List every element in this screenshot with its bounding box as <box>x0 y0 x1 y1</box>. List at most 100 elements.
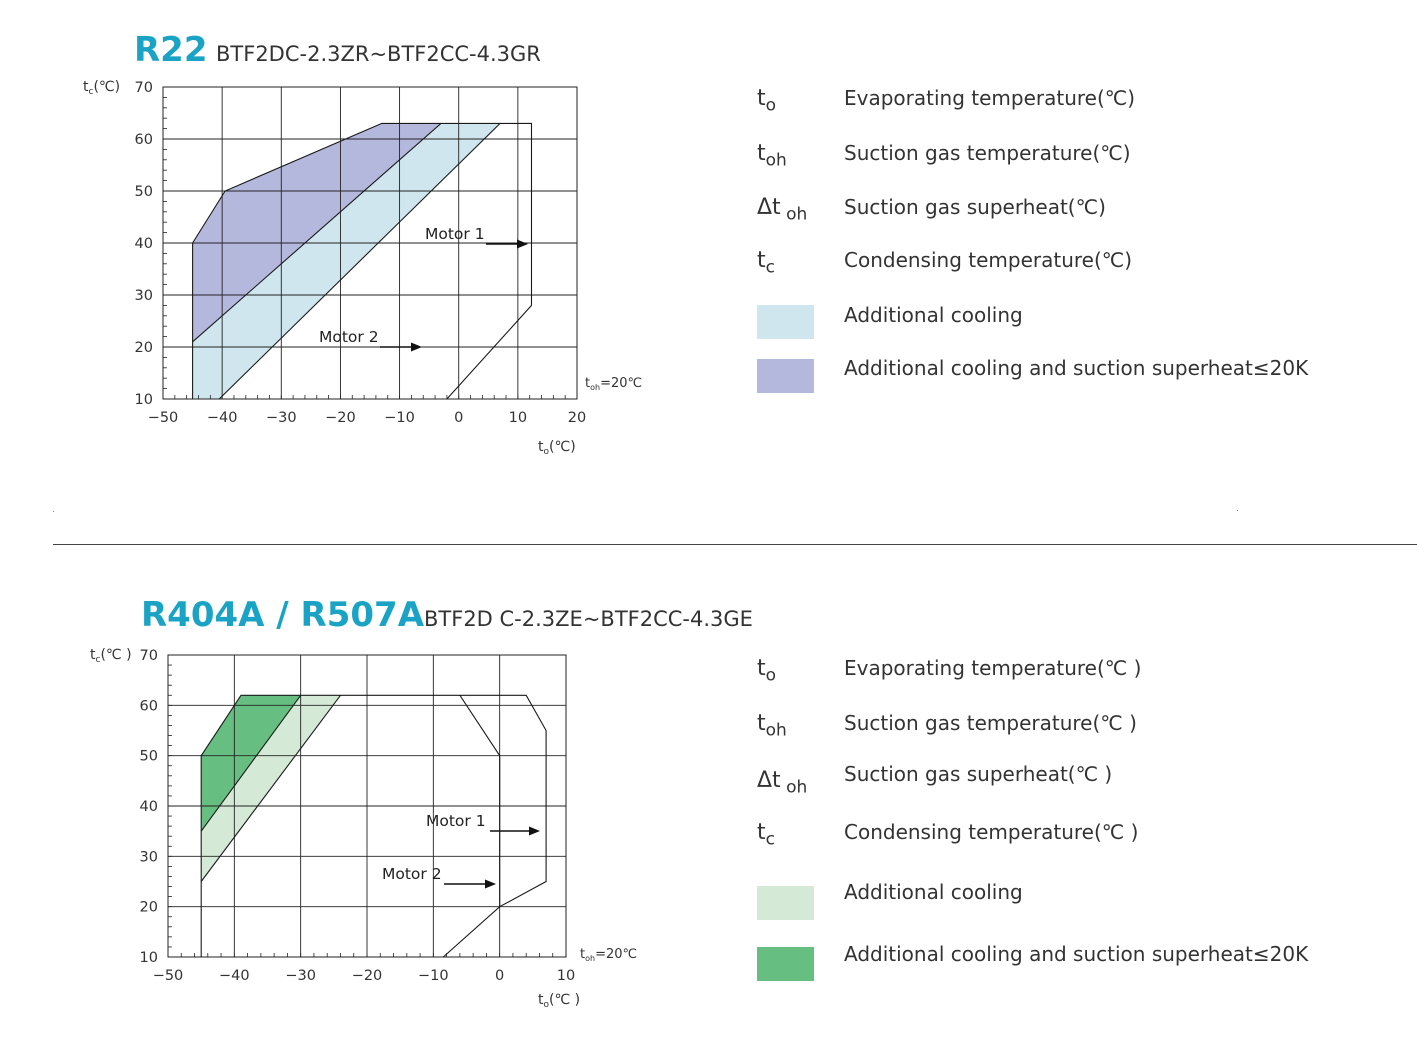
legend-symbol: toh <box>757 711 787 740</box>
legend-symbol: tc <box>757 820 775 849</box>
envelope-line <box>459 694 501 907</box>
motor2-arrow-head <box>411 342 422 352</box>
y-tick-label: 30 <box>140 849 158 865</box>
legend-symbol-sub: oh <box>780 777 808 798</box>
x-tick-label: −10 <box>418 968 449 984</box>
legend-symbol-sub: oh <box>765 150 787 171</box>
y-tick-label: 50 <box>140 749 158 765</box>
chart1-subtitle: BTF2DC-2.3ZR~BTF2CC-4.3GR <box>216 42 541 66</box>
y-tick-label: 20 <box>135 340 153 356</box>
motor1-label: Motor 1 <box>426 812 486 830</box>
legend-text: Condensing temperature(℃) <box>844 248 1133 272</box>
legend-swatch <box>757 947 814 981</box>
legend-symbol-sub: o <box>765 665 777 686</box>
legend-text: Evaporating temperature(℃) <box>844 86 1136 110</box>
motor1-label: Motor 1 <box>425 225 485 243</box>
motor2-label: Motor 2 <box>319 328 379 346</box>
y-tick-label: 20 <box>140 900 158 916</box>
legend-symbol-main: t <box>757 656 766 681</box>
legend-item: Additional cooling <box>757 880 1397 924</box>
envelope-line <box>218 123 501 400</box>
legend-item: Additional cooling and suction superheat… <box>757 942 1397 984</box>
y-axis-label: tc(℃ ) <box>90 647 132 665</box>
legend-symbol-main: Δt <box>757 195 781 220</box>
legend-text: Suction gas temperature(℃) <box>844 141 1131 165</box>
y-tick-label: 60 <box>140 698 158 714</box>
legend-text: Suction gas temperature(℃ ) <box>844 711 1137 735</box>
legend-symbol-main: t <box>757 141 766 166</box>
chart2-title: R404A / R507A <box>141 595 425 635</box>
legend-symbol: Δt oh <box>757 195 807 224</box>
envelope-line <box>200 694 341 882</box>
y-tick-label: 70 <box>140 648 158 664</box>
legend-symbol-sub: c <box>765 257 775 278</box>
legend-symbol-sub: oh <box>765 720 787 741</box>
legend-swatch <box>757 305 814 339</box>
envelope-line <box>192 122 442 343</box>
legend-item: to Evaporating temperature(℃ ) <box>757 656 1397 696</box>
legend-text: Additional cooling and suction superheat… <box>844 356 1309 380</box>
x-tick-label: −40 <box>207 410 238 426</box>
x-tick-label: −50 <box>153 968 184 984</box>
legend-text: Additional cooling <box>844 303 1023 327</box>
legend-item: toh Suction gas temperature(℃) <box>757 141 1397 181</box>
legend-symbol-main: t <box>757 86 766 111</box>
legend-text: Additional cooling and suction superheat… <box>844 942 1309 966</box>
toh-annotation: toh=20℃ <box>585 376 642 392</box>
motor2-arrow-head <box>485 879 496 889</box>
x-tick-label: −20 <box>352 968 383 984</box>
envelope-line <box>192 122 533 400</box>
legend-text: Condensing temperature(℃ ) <box>844 820 1139 844</box>
decor-dot <box>53 511 54 512</box>
x-tick-label: 10 <box>557 968 575 984</box>
section-divider <box>53 544 1417 545</box>
toh-annotation: toh=20℃ <box>580 947 637 963</box>
legend-symbol-main: Δt <box>757 768 781 793</box>
legend-item: tc Condensing temperature(℃) <box>757 248 1397 288</box>
legend-text: Evaporating temperature(℃ ) <box>844 656 1142 680</box>
x-tick-label: −10 <box>384 410 415 426</box>
legend-item: Δt oh Suction gas superheat(℃) <box>757 195 1397 235</box>
legend-symbol: tc <box>757 248 775 277</box>
x-tick-label: 0 <box>495 968 504 984</box>
x-axis-label: to(℃ ) <box>538 992 580 1010</box>
legend-swatch <box>757 359 814 393</box>
motor1-arrow-head <box>517 239 528 249</box>
x-tick-label: −30 <box>266 410 297 426</box>
legend-item: toh Suction gas temperature(℃ ) <box>757 711 1397 751</box>
chart1-plot: −50 −40 −30 −20 −10 0 10 20 10 20 30 40 50 60 70 tc(℃) t… <box>83 79 642 457</box>
legend-symbol-main: t <box>757 248 766 273</box>
chart2-subtitle: BTF2D C-2.3ZE~BTF2CC-4.3GE <box>424 607 753 631</box>
y-tick-label: 60 <box>135 132 153 148</box>
legend-symbol: toh <box>757 141 787 170</box>
legend-text: Additional cooling <box>844 880 1023 904</box>
legend-text: Suction gas superheat(℃) <box>844 195 1106 219</box>
area-series-2 <box>192 123 501 400</box>
legend-item: Δt oh Suction gas superheat(℃ ) <box>757 762 1397 808</box>
x-tick-label: 10 <box>509 410 527 426</box>
plot-frame <box>167 654 567 958</box>
legend-symbol: to <box>757 86 776 115</box>
legend-swatch <box>757 886 814 920</box>
legend-item: tc Condensing temperature(℃ ) <box>757 820 1397 860</box>
y-tick-label: 30 <box>135 288 153 304</box>
x-tick-label: −30 <box>285 968 316 984</box>
x-tick-label: 0 <box>454 410 463 426</box>
motor2-label: Motor 2 <box>382 865 442 883</box>
chart1-title: R22 <box>134 30 208 70</box>
y-tick-label: 40 <box>135 236 153 252</box>
envelope-line <box>200 694 547 958</box>
legend-item: Additional cooling and suction superheat… <box>757 356 1397 396</box>
y-tick-label: 70 <box>135 80 153 96</box>
legend-symbol-main: t <box>757 820 766 845</box>
legend-symbol-sub: o <box>765 95 777 116</box>
legend-text: Suction gas superheat(℃ ) <box>844 762 1113 786</box>
chart2-plot: −50 −40 −30 −20 −10 0 10 10 20 30 40 50 60 70 tc(℃ ) to… <box>90 647 637 1010</box>
x-tick-label: −20 <box>325 410 356 426</box>
x-tick-label: −50 <box>148 410 179 426</box>
y-tick-label: 10 <box>135 392 153 408</box>
y-axis-label: tc(℃) <box>83 79 120 97</box>
legend-symbol: Δt oh <box>757 768 807 797</box>
legend-item: to Evaporating temperature(℃) <box>757 86 1397 126</box>
